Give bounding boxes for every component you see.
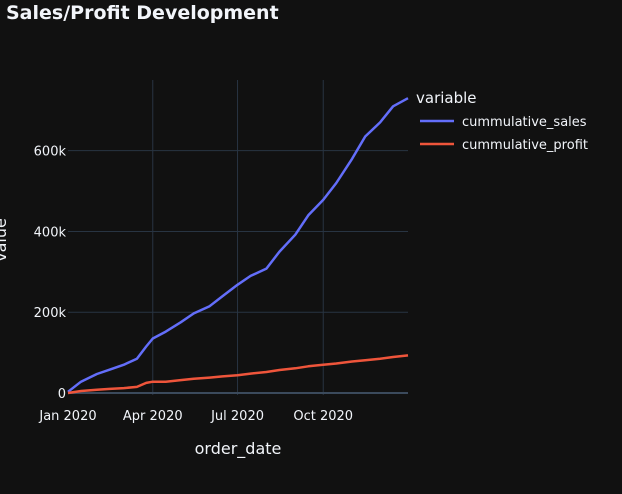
chart-title: Sales/Profit Development <box>6 2 279 24</box>
tick-layer: Jan 2020 Apr 2020 Jul 2020 Oct 2020 0 200k 400… <box>34 145 353 424</box>
series-layer <box>67 97 409 395</box>
y-axis-title: value <box>0 218 10 262</box>
legend: variable cummulative_sales cummulative_p… <box>416 89 588 153</box>
series-line-cummulative-sales[interactable] <box>67 97 409 393</box>
x-tick-label: Oct 2020 <box>293 409 353 424</box>
y-tick-label: 400k <box>34 225 67 240</box>
legend-item-profit[interactable]: cummulative_profit <box>420 138 588 153</box>
x-tick-label: Jul 2020 <box>210 409 264 424</box>
legend-item-sales[interactable]: cummulative_sales <box>420 115 587 130</box>
legend-title: variable <box>416 89 477 107</box>
series-line-cummulative-profit[interactable] <box>67 354 409 395</box>
legend-label-sales: cummulative_sales <box>462 115 587 130</box>
y-tick-label: 200k <box>34 306 67 321</box>
y-tick-label: 0 <box>58 387 66 402</box>
x-tick-label: Jan 2020 <box>38 409 96 424</box>
x-tick-label: Apr 2020 <box>123 409 183 424</box>
x-axis-title: order_date <box>195 439 282 459</box>
legend-label-profit: cummulative_profit <box>462 138 588 153</box>
y-tick-label: 600k <box>34 145 67 160</box>
grid-layer <box>68 80 408 395</box>
